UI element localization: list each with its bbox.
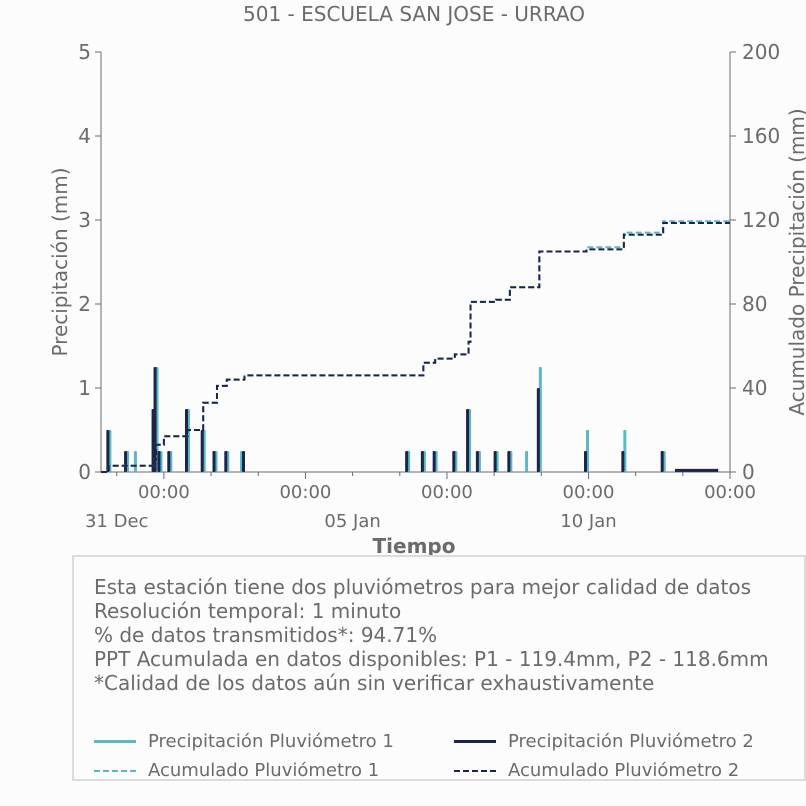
legend-swatch-p1-cum [94, 769, 136, 772]
x-tick-label-time: 00:00 [279, 482, 331, 503]
bar-p2 [241, 451, 245, 472]
y-right-tick-label: 0 [742, 460, 755, 484]
info-line-resolution: Resolución temporal: 1 minuto [94, 599, 402, 623]
bar-p2 [212, 451, 216, 472]
bar-p2 [466, 409, 470, 472]
bar-p2 [106, 430, 110, 472]
y-left-tick-label: 1 [78, 376, 91, 400]
y-axis-left-label: Precipitación (mm) [48, 167, 72, 356]
bar-p1 [525, 451, 529, 472]
x-tick-label-date: 05 Jan [324, 511, 380, 532]
bar-p2 [507, 451, 511, 472]
y-left-tick-label: 5 [78, 40, 91, 64]
x-tick-label-time: 00:00 [138, 482, 190, 503]
legend-swatch-p2-bar [454, 740, 496, 743]
chart-title: 501 - ESCUELA SAN JOSE - URRAO [243, 2, 585, 26]
y-right-tick-label: 200 [742, 40, 780, 64]
precipitation-chart: 501 - ESCUELA SAN JOSE - URRAO Precipita… [48, 2, 806, 556]
bar-p1 [133, 451, 137, 472]
bar-p2 [420, 451, 424, 472]
legend-label-p1-bar: Precipitación Pluviómetro 1 [148, 731, 394, 752]
bar-p2 [493, 451, 497, 472]
bar-p2 [432, 451, 436, 472]
bar-p2 [153, 367, 157, 472]
x-tick-label-time: 00:00 [704, 482, 756, 503]
y-left-tick-label: 0 [78, 460, 91, 484]
legend-p2-cum: Acumulado Pluviómetro 2 [454, 760, 739, 781]
info-line-transmitted: % de datos transmitidos*: 94.71% [94, 623, 438, 647]
legend-swatch-p1-bar [94, 740, 136, 743]
y-axis-right-label: Acumulado Precipitación (mm) [785, 108, 806, 415]
y-right-tick-label: 160 [742, 124, 780, 148]
y-right-tick-label: 40 [742, 376, 767, 400]
legend-swatch-p2-cum [454, 769, 496, 772]
legend-p2-bar: Precipitación Pluviómetro 2 [454, 731, 754, 752]
bar-p2 [475, 451, 479, 472]
x-tick-label-date: 10 Jan [560, 511, 616, 532]
legend-label-p2-bar: Precipitación Pluviómetro 2 [508, 731, 754, 752]
x-tick-label-time: 00:00 [421, 482, 473, 503]
legend-p1-bar: Precipitación Pluviómetro 1 [94, 731, 394, 752]
legend-label-p2-cum: Acumulado Pluviómetro 2 [508, 760, 740, 781]
info-line-quality-note: *Calidad de los datos aún sin verificar … [94, 671, 655, 695]
bar-p2 [536, 388, 540, 472]
bar-p2 [584, 451, 588, 472]
bar-p2 [621, 451, 625, 472]
x-tick-label-time: 00:00 [563, 482, 615, 503]
bar-p2 [124, 451, 128, 472]
info-line-dual-gauge: Esta estación tiene dos pluviómetros par… [94, 575, 752, 599]
y-left-tick-label: 2 [78, 292, 91, 316]
info-box: Esta estación tiene dos pluviómetros par… [72, 555, 806, 781]
bar-p2 [184, 409, 188, 472]
bar-p2 [157, 451, 161, 472]
bar-p2 [224, 451, 228, 472]
y-right-tick-label: 120 [742, 208, 780, 232]
legend-p1-cum: Acumulado Pluviómetro 1 [94, 760, 379, 781]
y-left-tick-label: 4 [78, 124, 91, 148]
bar-p2 [660, 451, 664, 472]
bar-p2 [200, 430, 204, 472]
bar-p2 [452, 451, 456, 472]
x-axis-label: Tiempo [373, 534, 456, 556]
bar-p2 [405, 451, 409, 472]
y-left-tick-label: 3 [78, 208, 91, 232]
cumulative-line-p1 [101, 220, 730, 473]
y-right-tick-label: 80 [742, 292, 767, 316]
legend-label-p1-cum: Acumulado Pluviómetro 1 [148, 760, 380, 781]
x-tick-label-date: 31 Dec [85, 511, 148, 532]
cumulative-line-p2 [101, 221, 730, 473]
info-line-accumulated: PPT Acumulada en datos disponibles: P1 -… [94, 647, 769, 671]
bar-p2 [167, 451, 171, 472]
